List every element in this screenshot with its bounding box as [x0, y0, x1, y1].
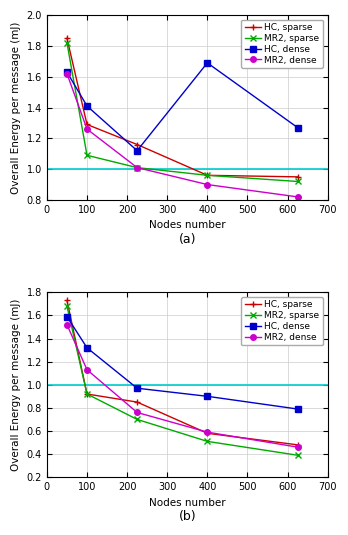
HC, dense: [295, 406, 300, 412]
Text: (b): (b): [179, 510, 196, 523]
HC, sparse: [295, 174, 300, 180]
Legend: HC, sparse, MR2, sparse, HC, dense, MR2, dense: HC, sparse, MR2, sparse, HC, dense, MR2,…: [241, 20, 323, 68]
Text: (a): (a): [179, 233, 196, 246]
MR2, sparse: [295, 178, 300, 185]
Y-axis label: Overall Energy per message (mJ): Overall Energy per message (mJ): [11, 21, 21, 194]
HC, sparse: [135, 399, 139, 406]
HC, sparse: [205, 430, 209, 437]
HC, dense: [85, 345, 89, 351]
MR2, dense: [65, 322, 69, 328]
HC, dense: [65, 69, 69, 75]
MR2, dense: [295, 444, 300, 450]
MR2, sparse: [85, 391, 89, 397]
MR2, dense: [65, 71, 69, 77]
HC, sparse: [65, 297, 69, 304]
HC, dense: [205, 60, 209, 66]
Line: HC, dense: HC, dense: [64, 60, 300, 154]
Line: MR2, sparse: MR2, sparse: [64, 40, 300, 184]
MR2, dense: [85, 366, 89, 373]
HC, sparse: [65, 35, 69, 41]
Line: MR2, dense: MR2, dense: [64, 322, 300, 450]
MR2, dense: [205, 181, 209, 188]
HC, sparse: [85, 121, 89, 128]
HC, dense: [135, 385, 139, 392]
Line: HC, sparse: HC, sparse: [64, 35, 300, 180]
MR2, sparse: [295, 452, 300, 458]
HC, dense: [295, 124, 300, 131]
MR2, sparse: [85, 152, 89, 158]
HC, dense: [135, 148, 139, 154]
MR2, dense: [85, 126, 89, 132]
Line: MR2, sparse: MR2, sparse: [64, 303, 300, 458]
HC, dense: [65, 314, 69, 320]
Line: HC, dense: HC, dense: [64, 314, 300, 412]
MR2, dense: [135, 164, 139, 171]
HC, dense: [85, 103, 89, 109]
Legend: HC, sparse, MR2, sparse, HC, dense, MR2, dense: HC, sparse, MR2, sparse, HC, dense, MR2,…: [241, 297, 323, 346]
MR2, dense: [295, 194, 300, 200]
MR2, dense: [135, 409, 139, 416]
HC, sparse: [85, 391, 89, 397]
MR2, sparse: [205, 172, 209, 179]
HC, dense: [205, 393, 209, 400]
MR2, sparse: [65, 303, 69, 309]
X-axis label: Nodes number: Nodes number: [149, 220, 226, 231]
HC, sparse: [295, 441, 300, 448]
MR2, sparse: [205, 438, 209, 445]
Line: HC, sparse: HC, sparse: [64, 297, 300, 448]
MR2, dense: [205, 429, 209, 435]
Line: MR2, dense: MR2, dense: [64, 71, 300, 200]
HC, sparse: [135, 141, 139, 148]
MR2, sparse: [135, 164, 139, 171]
MR2, sparse: [135, 416, 139, 423]
X-axis label: Nodes number: Nodes number: [149, 498, 226, 508]
HC, sparse: [205, 172, 209, 179]
MR2, sparse: [65, 40, 69, 46]
Y-axis label: Overall Energy per message (mJ): Overall Energy per message (mJ): [11, 299, 21, 471]
